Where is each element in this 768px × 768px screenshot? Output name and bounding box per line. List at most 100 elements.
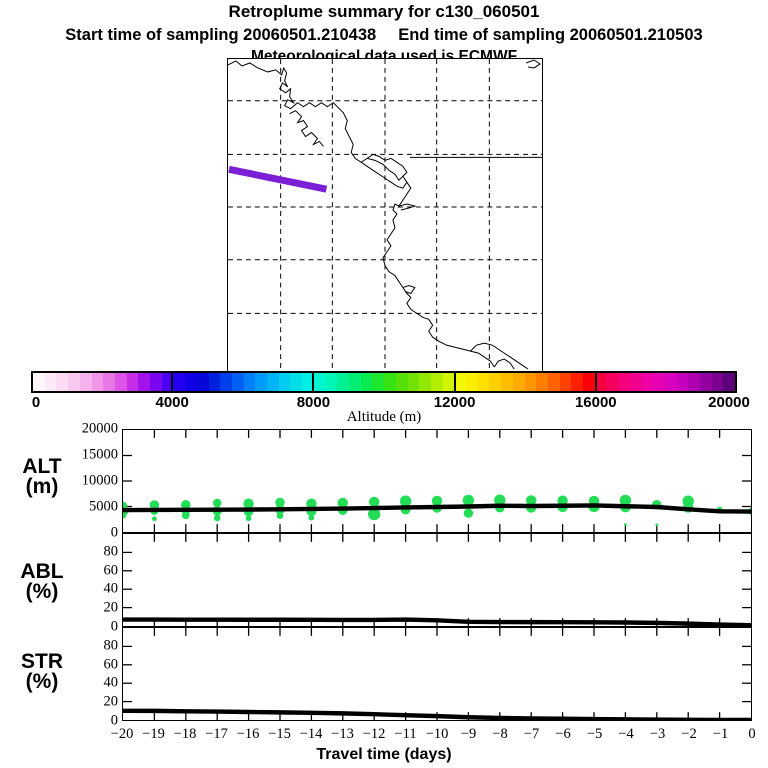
colorbar-swatch — [571, 373, 584, 391]
xaxis-title: Travel time (days) — [316, 746, 452, 763]
y-tick-label: 20 — [103, 693, 119, 710]
colorbar-swatch — [56, 373, 69, 391]
colorbar-swatch — [68, 373, 80, 391]
y-tick-label: 80 — [103, 543, 119, 560]
colorbar-swatch — [489, 373, 502, 391]
start-time-label: Start time of sampling 20060501.210438 — [65, 26, 377, 44]
colorbar-swatch — [302, 373, 314, 391]
str-panel[interactable] — [122, 627, 752, 721]
colorbar-swatch — [688, 373, 701, 391]
timeseries-panels — [122, 429, 752, 721]
colorbar-swatch — [711, 373, 724, 391]
x-tick-label: 0 — [748, 726, 756, 742]
colorbar-swatch — [641, 373, 654, 391]
colorbar-divider — [312, 371, 315, 393]
colorbar-swatch — [243, 373, 256, 391]
colorbar-swatch — [79, 373, 92, 391]
colorbar-swatch — [430, 373, 443, 391]
colorbar-tick-label: 20000 — [708, 394, 750, 411]
row-label-abl: ABL (%) — [20, 560, 64, 603]
x-tick-label: −20 — [110, 726, 134, 742]
colorbar-swatch — [395, 373, 408, 391]
x-tick-label: −13 — [331, 726, 354, 742]
sampling-time-line: Start time of sampling 20060501.210438 En… — [0, 26, 768, 45]
x-tick-label: −12 — [362, 726, 386, 742]
y-tick-label: 0 — [110, 524, 118, 541]
x-tick-label: −1 — [712, 726, 729, 742]
abl-plot-svg — [123, 534, 751, 626]
colorbar-swatch — [407, 373, 420, 391]
colorbar-swatch — [114, 373, 127, 391]
altitude-panel[interactable] — [122, 429, 752, 533]
colorbar-swatch — [138, 373, 151, 391]
altitude-colorbar[interactable] — [31, 371, 737, 393]
colorbar-swatch — [536, 373, 548, 391]
colorbar-tick-label: 4000 — [155, 394, 189, 411]
y-tick-label: 0 — [110, 712, 118, 729]
colorbar-swatch — [231, 373, 244, 391]
retroplume-map[interactable] — [227, 58, 543, 372]
colorbar-divider — [453, 371, 456, 393]
y-tick-label: 60 — [103, 562, 119, 579]
y-tick-label: 80 — [103, 637, 119, 654]
colorbar-swatch — [255, 373, 268, 391]
x-tickmarks — [153, 430, 721, 532]
colorbar-swatch — [290, 373, 303, 391]
x-tick-label: −18 — [173, 726, 197, 742]
colorbar-tick-label: 0 — [31, 394, 41, 411]
colorbar-swatch — [91, 373, 104, 391]
y-tickmarks — [123, 645, 751, 703]
xaxis-tick-labels: −20 −19 −18 −17 −16 −15 −14 −13 −12 −11 −10 −9 −8 −7−… — [0, 726, 768, 744]
colorbar-tick-label: 12000 — [433, 394, 476, 411]
colorbar-swatch — [419, 373, 431, 391]
colorbar-swatch — [220, 373, 232, 391]
colorbar-swatch — [583, 373, 595, 391]
colorbar-swatch — [337, 373, 349, 391]
abl-panel[interactable] — [122, 533, 752, 627]
colorbar-swatch — [267, 373, 279, 391]
colorbar-swatch — [161, 373, 174, 391]
y-tickmarks — [123, 454, 751, 508]
x-tick-label: −7 — [523, 726, 540, 742]
x-tick-label: −14 — [299, 726, 323, 742]
colorbar-swatch — [372, 373, 385, 391]
colorbar-swatch — [33, 373, 45, 391]
altitude-plot-svg — [123, 430, 751, 532]
end-time-label: End time of sampling 20060501.210503 — [398, 26, 703, 44]
data-line — [123, 708, 751, 720]
colorbar-swatch — [278, 373, 291, 391]
x-tick-label: −4 — [618, 726, 634, 742]
colorbar-swatch — [547, 373, 560, 391]
colorbar-swatch — [325, 373, 338, 391]
colorbar-tick-label: 16000 — [574, 394, 617, 411]
x-tick-label: −3 — [649, 726, 666, 742]
x-tick-label: −15 — [268, 726, 291, 742]
x-tickmarks — [153, 534, 721, 626]
colorbar-swatch — [44, 373, 57, 391]
yaxis-labels-abl: 0 20 40 60 80 — [52, 533, 119, 634]
x-tick-label: −16 — [236, 726, 260, 742]
colorbar-swatch — [208, 373, 221, 391]
y-tick-label: 15000 — [81, 446, 118, 463]
page-title: Retroplume summary for c130_060501 — [228, 2, 540, 21]
colorbar-divider — [594, 371, 597, 393]
colorbar-swatch — [618, 373, 630, 391]
x-tick-label: −10 — [425, 726, 449, 742]
y-tick-label: 60 — [103, 656, 119, 673]
y-tickmarks — [123, 551, 751, 609]
str-plot-svg — [123, 628, 751, 720]
coastline — [228, 59, 542, 370]
y-tick-label: 40 — [103, 580, 119, 597]
colorbar-swatch — [442, 373, 455, 391]
x-tickmarks — [153, 628, 721, 720]
colorbar-swatch — [150, 373, 162, 391]
x-tick-label: −17 — [205, 726, 228, 742]
colorbar-divider — [171, 371, 174, 393]
colorbar-swatch — [653, 373, 665, 391]
colorbar-axis-title: Altitude (m) — [346, 409, 422, 425]
x-tick-label: −8 — [492, 726, 508, 742]
colorbar-swatch — [594, 373, 607, 391]
y-tick-label: 20 — [103, 599, 119, 616]
colorbar-swatch — [103, 373, 115, 391]
colorbar-swatch — [384, 373, 396, 391]
